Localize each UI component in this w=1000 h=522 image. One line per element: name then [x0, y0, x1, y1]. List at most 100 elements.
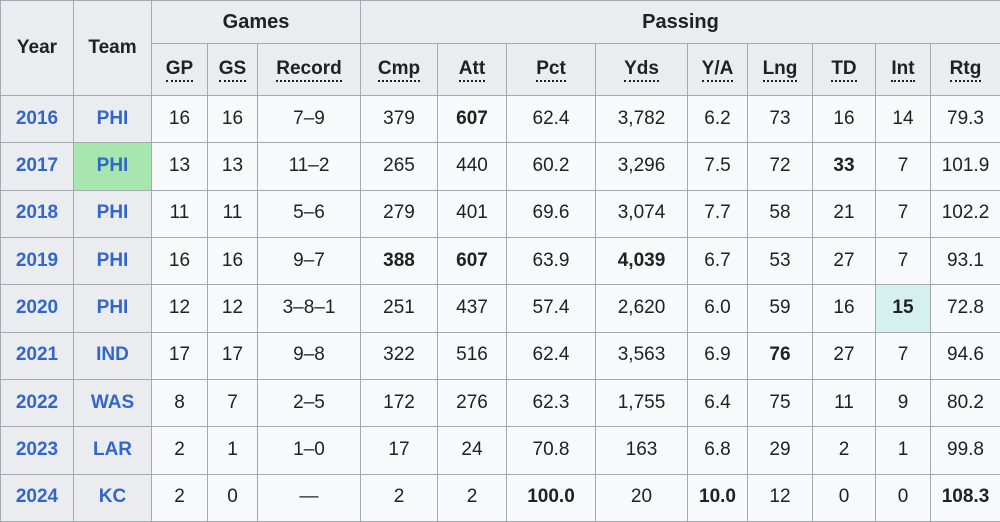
stat-cell: 2,620 [595, 284, 688, 333]
team-link[interactable]: PHI [96, 155, 129, 177]
stat-cell: 3,782 [595, 94, 688, 144]
cmp-abbr: Cmp [377, 58, 421, 83]
team-link[interactable]: PHI [96, 202, 129, 224]
stat-cell: 0 [207, 473, 258, 522]
team-cell: PHI [73, 236, 152, 286]
group-header-passing: Passing [360, 0, 1000, 44]
team-link[interactable]: LAR [92, 439, 133, 461]
year-cell: 2024 [0, 473, 74, 522]
stat-cell: 59 [747, 284, 813, 333]
year-link[interactable]: 2017 [15, 155, 59, 177]
stat-cell: 53 [747, 236, 813, 286]
stat-cell: 62.4 [506, 94, 596, 144]
stat-cell: 6.9 [687, 331, 748, 380]
stat-cell: 20 [595, 473, 688, 522]
year-link[interactable]: 2021 [15, 344, 59, 366]
stat-cell: 11 [207, 189, 258, 238]
stat-cell: 27 [812, 331, 876, 380]
stat-cell: 437 [437, 284, 507, 333]
stat-cell: 322 [360, 331, 438, 380]
stat-cell: 108.3 [930, 473, 1000, 522]
stat-cell: 102.2 [930, 189, 1000, 238]
stat-cell: 1 [875, 426, 931, 475]
stat-cell: 63.9 [506, 236, 596, 286]
year-link[interactable]: 2016 [15, 107, 59, 129]
group-header-row: Year Team Games Passing [0, 0, 1000, 96]
stat-cell: 11–2 [257, 142, 361, 191]
col-header-record: Record [257, 43, 361, 96]
att-abbr: Att [458, 58, 486, 83]
stat-cell: 17 [360, 426, 438, 475]
stat-cell: 6.0 [687, 284, 748, 333]
stat-cell: 75 [747, 378, 813, 428]
year-link[interactable]: 2022 [15, 391, 59, 413]
col-header-ya: Y/A [687, 43, 748, 96]
year-link[interactable]: 2023 [15, 439, 59, 461]
year-link[interactable]: 2018 [15, 202, 59, 224]
table-body: 2016 PHI 16 16 7–9 379 607 62.4 3,782 6.2 73 16 14 79… [0, 94, 1000, 522]
group-header-games: Games [151, 0, 361, 44]
stat-cell: 79.3 [930, 94, 1000, 144]
col-header-year: Year [0, 0, 74, 96]
stat-cell: 76 [747, 331, 813, 380]
table-row: 2018 PHI 11 11 5–6 279 401 69.6 3,074 7.7 58 21 7 102… [0, 189, 1000, 238]
col-header-rtg: Rtg [930, 43, 1000, 96]
team-link[interactable]: KC [98, 486, 127, 508]
lng-abbr: Lng [762, 58, 798, 83]
stat-cell: 3,563 [595, 331, 688, 380]
gs-abbr: GS [218, 58, 247, 83]
team-cell: WAS [73, 378, 152, 428]
stat-cell: 172 [360, 378, 438, 428]
stat-cell: 72 [747, 142, 813, 191]
team-link[interactable]: PHI [96, 107, 129, 129]
stat-cell: 4,039 [595, 236, 688, 286]
stat-cell: 99.8 [930, 426, 1000, 475]
team-cell: PHI [73, 142, 152, 191]
table-row: 2017 PHI 13 13 11–2 265 440 60.2 3,296 7.5 72 33 7 10… [0, 142, 1000, 191]
stat-cell: 12 [151, 284, 208, 333]
team-link[interactable]: IND [96, 344, 129, 366]
stat-cell: 11 [812, 378, 876, 428]
stat-cell: 16 [151, 94, 208, 144]
stat-cell: 2 [437, 473, 507, 522]
stat-cell: 10.0 [687, 473, 748, 522]
column-header-row: GP GS Record Cmp Att Pct Yds Y/A Lng TD … [1, 43, 1000, 96]
stat-cell: 7 [875, 236, 931, 286]
stat-cell: 15 [875, 284, 931, 333]
stat-cell: 5–6 [257, 189, 361, 238]
stat-cell: 62.4 [506, 331, 596, 380]
year-link[interactable]: 2024 [15, 486, 59, 508]
stat-cell: 101.9 [930, 142, 1000, 191]
stat-cell: 7.5 [687, 142, 748, 191]
stat-cell: 69.6 [506, 189, 596, 238]
stat-cell: 11 [151, 189, 208, 238]
year-cell: 2021 [0, 331, 74, 380]
col-header-gp: GP [151, 43, 208, 96]
team-cell: KC [73, 473, 152, 522]
stat-cell: 7.7 [687, 189, 748, 238]
stat-cell: 57.4 [506, 284, 596, 333]
year-link[interactable]: 2019 [15, 249, 59, 271]
stat-cell: 33 [812, 142, 876, 191]
year-cell: 2020 [0, 284, 74, 333]
stat-cell: 388 [360, 236, 438, 286]
year-link[interactable]: 2020 [15, 297, 59, 319]
table-row: 2024 KC 2 0—2 2 100.0 20 10.0 12 0 0 108.3 [0, 473, 1000, 522]
team-link[interactable]: WAS [90, 391, 135, 413]
stat-cell: 276 [437, 378, 507, 428]
table-row: 2020 PHI 12 12 3–8–1 251 437 57.4 2,620 6.0 59 16 15… [0, 284, 1000, 333]
stat-cell: 80.2 [930, 378, 1000, 428]
stat-cell: 16 [812, 94, 876, 144]
stat-cell: 7 [207, 378, 258, 428]
stat-cell: 2 [151, 473, 208, 522]
team-link[interactable]: PHI [96, 249, 129, 271]
team-cell: PHI [73, 94, 152, 144]
stat-cell: 13 [207, 142, 258, 191]
table-row: 2016 PHI 16 16 7–9 379 607 62.4 3,782 6.2 73 16 14 79… [0, 94, 1000, 144]
stat-cell: 7 [875, 142, 931, 191]
stat-cell: 1,755 [595, 378, 688, 428]
team-link[interactable]: PHI [96, 297, 129, 319]
stat-cell: 2 [812, 426, 876, 475]
stat-cell: 17 [151, 331, 208, 380]
